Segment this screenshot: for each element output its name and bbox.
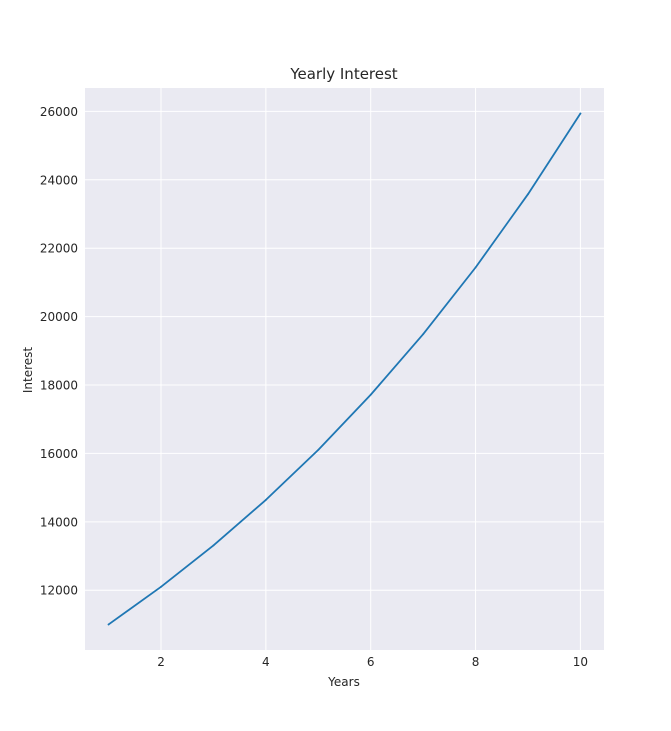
data-points (107, 112, 582, 626)
y-tick-label: 24000 (40, 173, 78, 187)
y-axis-label: Interest (21, 347, 35, 394)
y-tick-label: 12000 (40, 584, 78, 598)
y-tick-label: 20000 (40, 310, 78, 324)
data-point (317, 448, 320, 451)
x-tick-labels: 2 4 6 8 10 (157, 655, 588, 669)
y-tick-label: 16000 (40, 447, 78, 461)
x-tick-label: 10 (573, 655, 588, 669)
y-gridlines (85, 110, 604, 591)
x-axis-label: Years (327, 675, 360, 689)
x-gridlines (160, 88, 581, 650)
x-tick-label: 6 (367, 655, 375, 669)
x-tick-label: 8 (472, 655, 480, 669)
x-tick-label: 2 (157, 655, 165, 669)
data-point (422, 333, 425, 336)
chart-title: Yearly Interest (289, 65, 397, 83)
plot-area (85, 88, 604, 650)
data-point (474, 266, 477, 269)
y-tick-label: 22000 (40, 242, 78, 256)
data-point (369, 393, 372, 396)
y-tick-label: 18000 (40, 379, 78, 393)
y-tick-label: 14000 (40, 515, 78, 529)
data-point (212, 544, 215, 547)
data-point (107, 623, 110, 626)
x-tick-label: 4 (262, 655, 270, 669)
y-tick-labels: 12000 14000 16000 18000 20000 22000 24000 26000 (40, 105, 78, 598)
y-tick-label: 26000 (40, 105, 78, 119)
data-point (579, 112, 582, 115)
data-point (264, 499, 267, 501)
data-point (527, 193, 529, 196)
interest-series-line (107, 112, 582, 626)
data-point (160, 585, 162, 588)
